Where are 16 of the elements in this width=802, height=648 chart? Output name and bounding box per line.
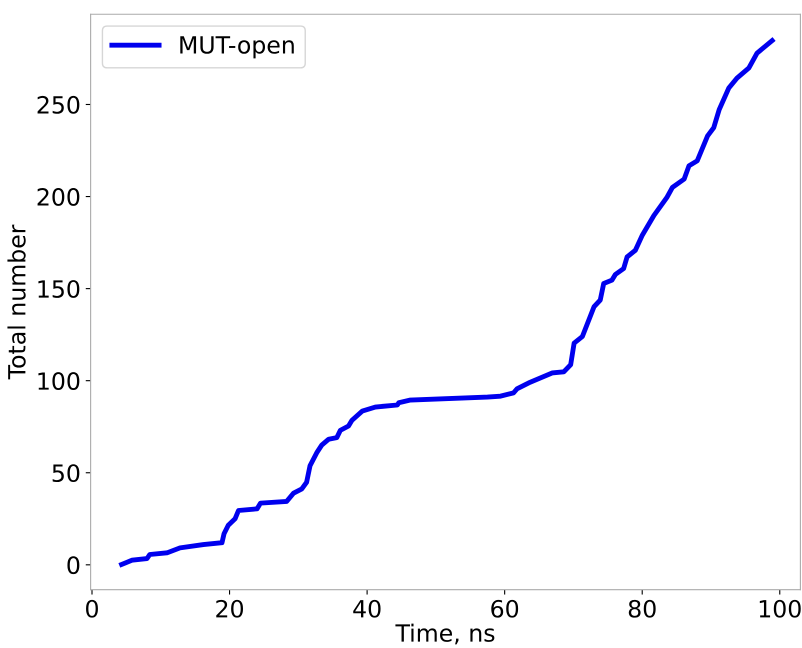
- x-tick-label: 0: [86, 600, 98, 618]
- y-tick-label: 200: [38, 188, 80, 206]
- x-tick-label: 40: [353, 600, 381, 618]
- x-axis-title: Time, ns: [395, 624, 494, 644]
- y-tick-label: 0: [67, 556, 80, 574]
- y-tick-label: 150: [38, 280, 80, 298]
- y-tick-label: 50: [52, 464, 80, 482]
- x-tick-label: 20: [216, 600, 244, 618]
- legend-label: MUT-open: [180, 36, 294, 58]
- y-tick-label: 250: [38, 96, 80, 114]
- y-tick-label: 100: [38, 372, 80, 390]
- x-tick-label: 80: [628, 600, 656, 618]
- line-series: [119, 38, 775, 567]
- y-axis-title: Total number: [7, 224, 26, 380]
- x-tick-label: 100: [760, 600, 801, 618]
- x-tick-label: 60: [491, 600, 518, 618]
